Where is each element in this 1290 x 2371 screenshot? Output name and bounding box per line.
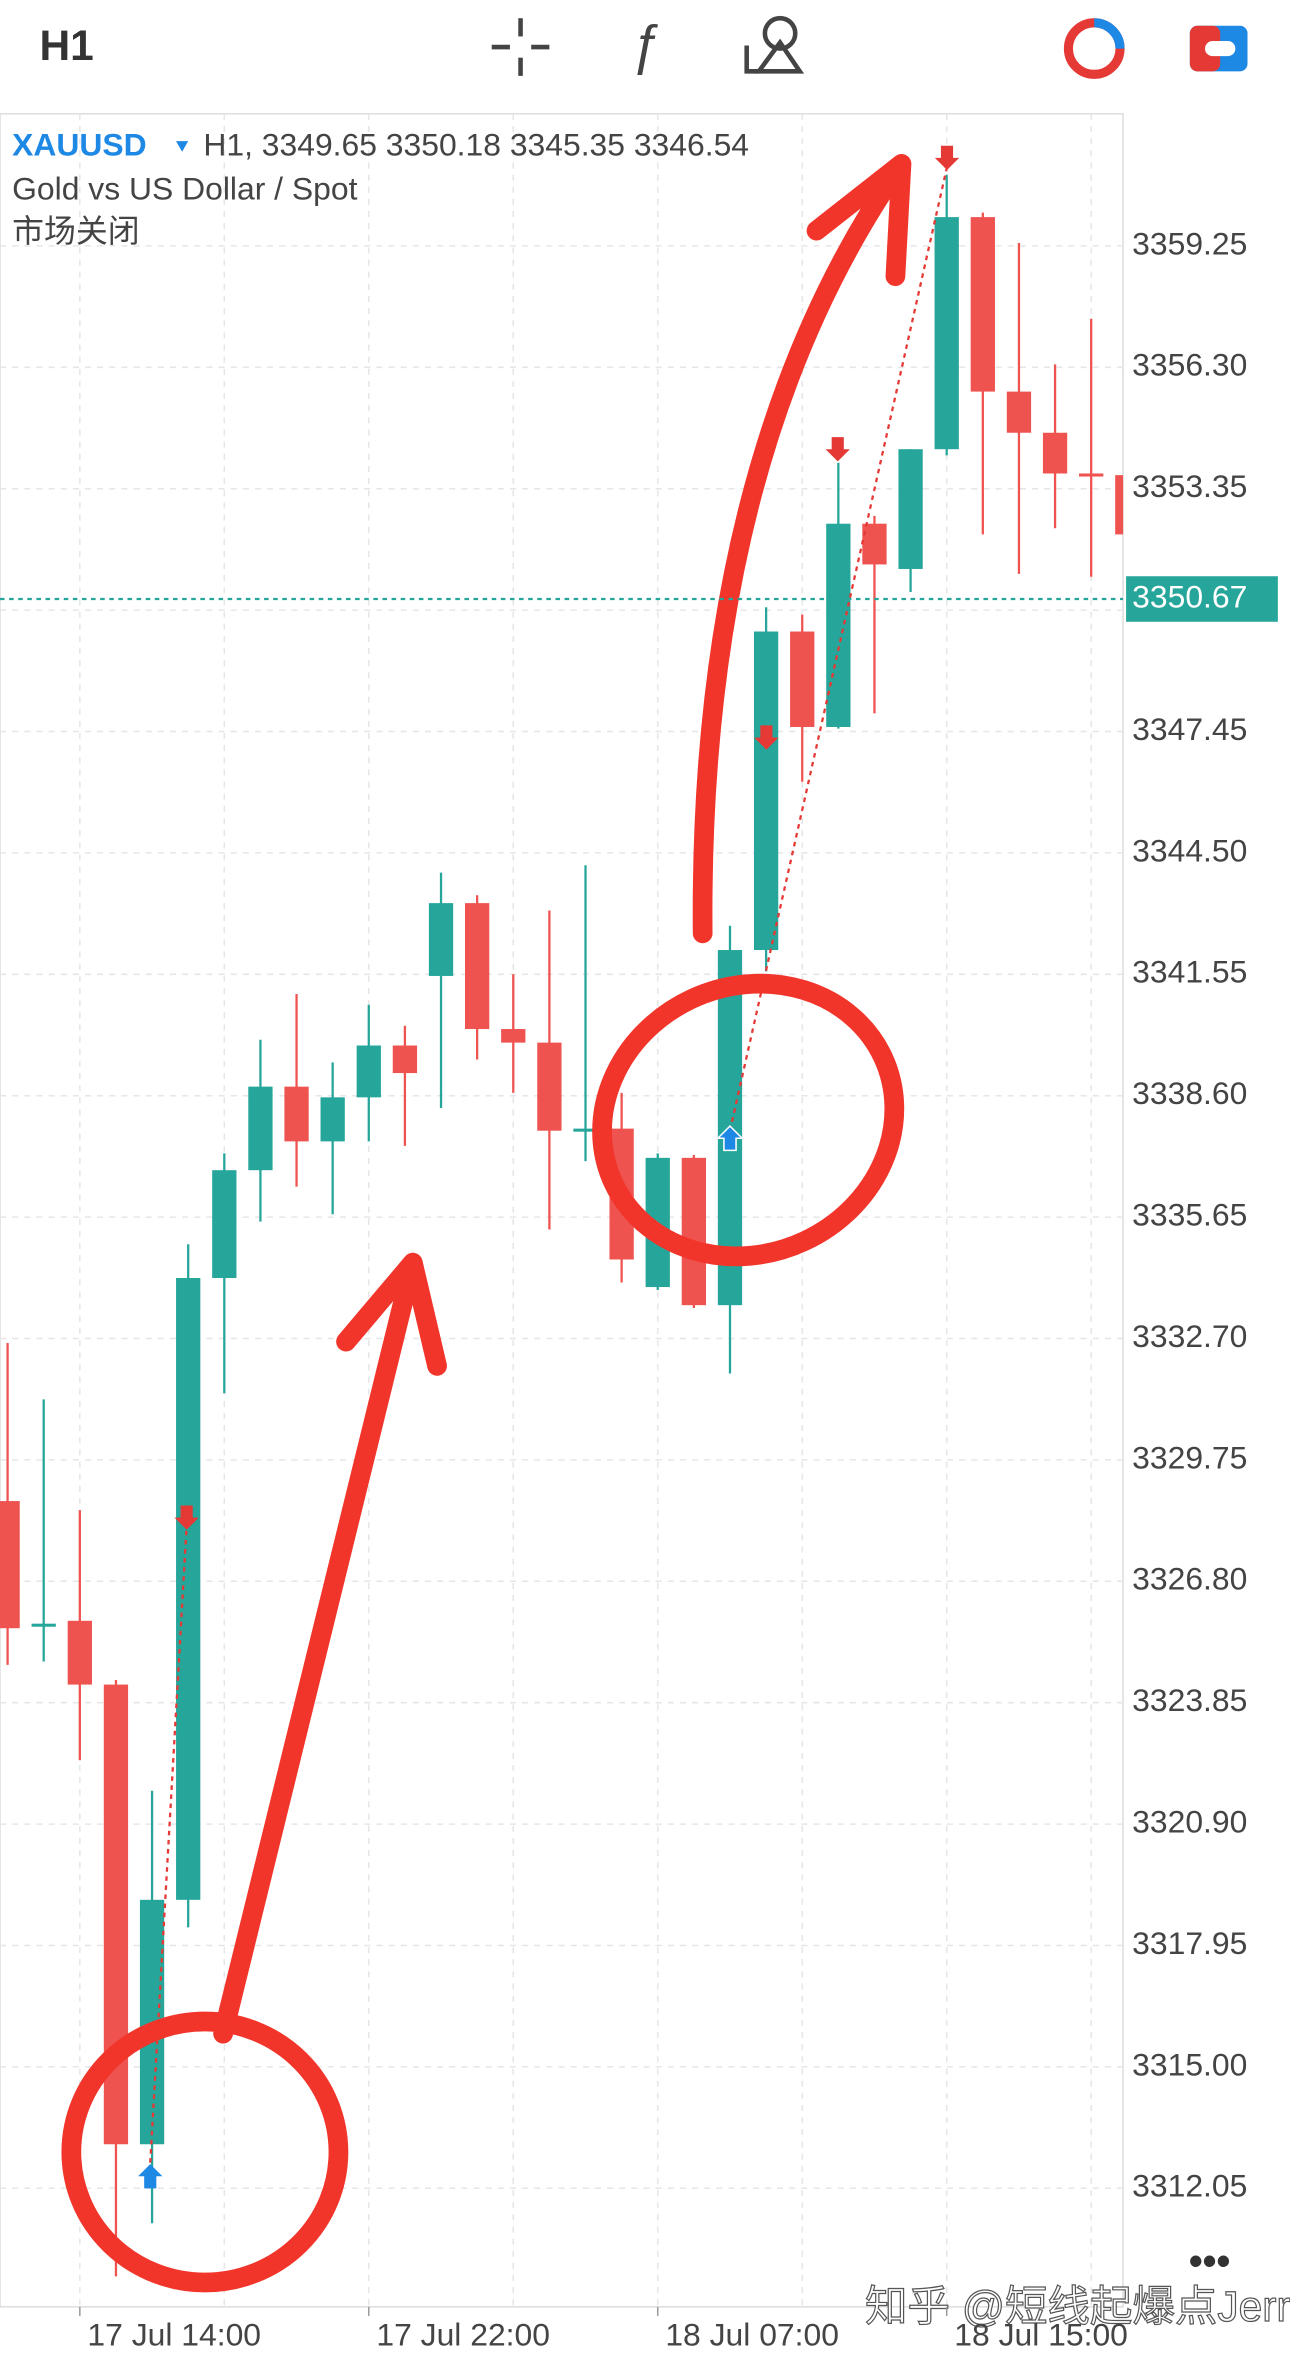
y-tick-label: 3356.30 xyxy=(1132,347,1247,383)
candle-body xyxy=(1042,432,1068,474)
symbol[interactable]: XAUUSD xyxy=(12,127,147,163)
crosshair-button[interactable] xyxy=(491,18,550,76)
y-tick-label: 3347.45 xyxy=(1132,711,1247,747)
y-tick-label: 3353.35 xyxy=(1132,468,1247,504)
sell-marker xyxy=(934,145,960,170)
indicators-button[interactable]: ƒ xyxy=(630,14,660,76)
candle-body xyxy=(465,903,490,1030)
toolbar-bg xyxy=(0,0,1290,114)
candle-body xyxy=(356,1045,381,1098)
x-tick-label: 18 Jul 15:00 xyxy=(954,2317,1128,2353)
timeframe-button[interactable]: H1 xyxy=(39,23,93,70)
sell-marker xyxy=(754,725,779,750)
sell-marker xyxy=(174,1505,199,1530)
x-tick-label: 18 Jul 07:00 xyxy=(665,2317,839,2353)
candle-body xyxy=(501,1029,526,1043)
candle-body xyxy=(428,903,454,976)
plot-border xyxy=(0,113,1124,2308)
candle-body xyxy=(176,1278,201,1900)
candle-body xyxy=(212,1170,237,1279)
buy-marker xyxy=(138,2164,163,2189)
y-tick-label: 3344.50 xyxy=(1132,832,1247,868)
candle-body xyxy=(681,1157,707,1306)
sell-marker xyxy=(825,437,850,462)
x-tick-label: 17 Jul 22:00 xyxy=(376,2317,550,2353)
symbol-header: XAUUSD H1, 3349.65 3350.18 3345.35 3346.… xyxy=(12,127,749,250)
y-tick-label: 3341.55 xyxy=(1132,954,1247,990)
trade-button[interactable] xyxy=(1063,18,1125,79)
candle-body xyxy=(537,1042,562,1131)
toolbar: H1 ƒ xyxy=(0,0,1290,114)
trade-line xyxy=(728,166,949,1131)
market-status: 市场关闭 xyxy=(12,213,139,249)
candle-body xyxy=(392,1045,418,1074)
candle-body xyxy=(1006,391,1032,433)
candle-body xyxy=(0,1501,20,1629)
y-tick-label: 3359.25 xyxy=(1132,225,1247,261)
y-tick-label: 3326.80 xyxy=(1132,1561,1247,1597)
symbol-dropdown[interactable] xyxy=(176,141,189,152)
candle-body xyxy=(1115,475,1124,535)
y-tick-label: 3332.70 xyxy=(1132,1318,1247,1354)
y-tick-label: 3338.60 xyxy=(1132,1075,1247,1111)
y-tick-label: 3312.05 xyxy=(1132,2168,1247,2204)
candle-body xyxy=(320,1097,345,1142)
candle-body xyxy=(934,217,959,450)
candle-body xyxy=(31,1623,56,1627)
candle-body xyxy=(753,631,779,951)
arrow-annotation xyxy=(692,154,912,944)
candle-body xyxy=(248,1086,273,1171)
candle-body xyxy=(970,217,995,392)
description: Gold vs US Dollar / Spot xyxy=(12,171,357,207)
candle-body xyxy=(862,523,887,565)
candle-body xyxy=(1079,473,1104,477)
quote: H1, 3349.65 3350.18 3345.35 3346.54 xyxy=(203,127,749,163)
y-tick-label: 3335.65 xyxy=(1132,1197,1247,1233)
candle-body xyxy=(573,1128,598,1132)
trade-markers xyxy=(138,145,960,2189)
candle-body xyxy=(826,523,851,727)
buy-marker xyxy=(716,1125,744,1152)
account-button[interactable] xyxy=(1189,25,1248,72)
y-tick-label: 3317.95 xyxy=(1132,1925,1247,1961)
last-price-box xyxy=(1126,576,1278,622)
watermark: 知乎 @短线起爆点Jerry xyxy=(865,2284,1290,2331)
objects-button[interactable] xyxy=(744,15,805,74)
arrow-annotation xyxy=(213,1252,447,2044)
trade-line xyxy=(149,1525,188,2163)
candle-body xyxy=(284,1086,309,1142)
y-tick-label: 3320.90 xyxy=(1132,1804,1247,1840)
y-tick-label: 3323.85 xyxy=(1132,1682,1247,1718)
circle-annotation xyxy=(61,2011,349,2293)
y-tick-label: 3329.75 xyxy=(1132,1439,1247,1475)
circle-annotation xyxy=(592,973,905,1267)
candle-body xyxy=(898,449,923,569)
y-tick-label: 3315.00 xyxy=(1132,2046,1247,2082)
candle-body xyxy=(67,1620,92,1685)
hand-annotations xyxy=(61,154,912,2293)
candle-body xyxy=(790,631,815,727)
last-price-label: 3350.67 xyxy=(1132,578,1247,614)
more-button[interactable]: ••• xyxy=(1189,2240,1230,2284)
candles xyxy=(0,174,1124,2277)
x-tick-label: 17 Jul 14:00 xyxy=(87,2317,261,2353)
